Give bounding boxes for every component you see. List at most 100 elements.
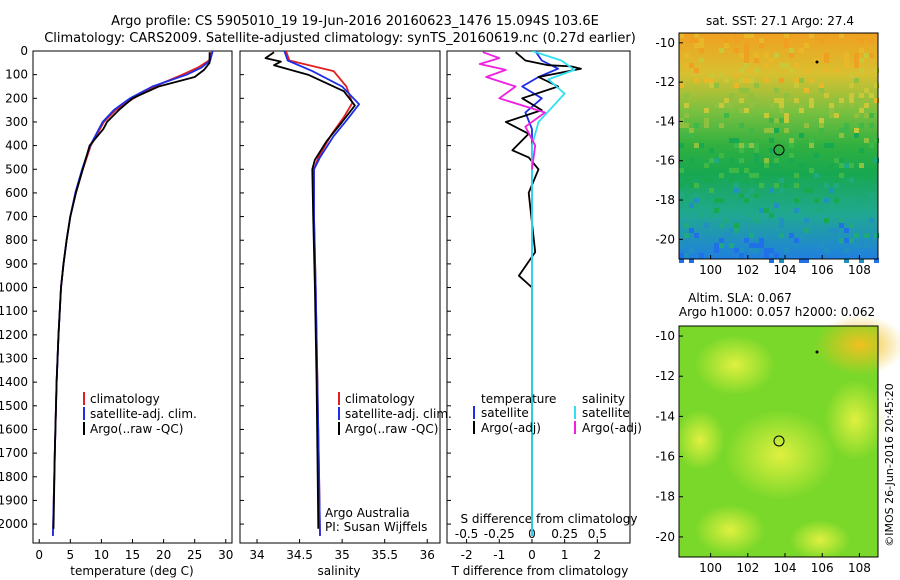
sst-pixel xyxy=(689,33,694,38)
sst-pixel xyxy=(744,43,749,48)
sst-pixel xyxy=(859,103,864,108)
sst-pixel xyxy=(754,193,759,198)
sst-pixel xyxy=(854,128,859,133)
sst-pixel xyxy=(794,238,799,243)
sst-pixel xyxy=(804,228,809,233)
sst-pixel xyxy=(689,183,694,188)
sst-pixel xyxy=(709,158,714,163)
sst-pixel xyxy=(729,93,734,98)
sst-pixel xyxy=(739,248,744,253)
sst-pixel xyxy=(684,253,689,258)
sst-pixel xyxy=(699,48,704,53)
series-line-argo-raw-qc- xyxy=(52,52,211,529)
sst-pixel xyxy=(739,123,744,128)
sst-pixel xyxy=(799,103,804,108)
sst-pixel xyxy=(694,123,699,128)
sst-pixel xyxy=(854,133,859,138)
sst-pixel xyxy=(854,58,859,63)
sst-pixel xyxy=(834,198,839,203)
sst-pixel xyxy=(764,63,769,68)
sst-pixel xyxy=(794,83,799,88)
sst-pixel xyxy=(719,238,724,243)
sst-pixel xyxy=(684,113,689,118)
temperature-lines xyxy=(52,51,214,536)
sst-pixel xyxy=(694,193,699,198)
sst-pixel xyxy=(779,218,784,223)
sst-pixel xyxy=(734,73,739,78)
x-tick-label: 34.5 xyxy=(286,548,313,562)
sst-pixel xyxy=(804,123,809,128)
sst-pixel xyxy=(774,128,779,133)
sst-pixel xyxy=(749,143,754,148)
sst-pixel xyxy=(734,33,739,38)
sst-map-speckle xyxy=(679,33,879,263)
map-y-tick-label: -20 xyxy=(655,232,675,246)
sst-pixel xyxy=(874,233,879,238)
sst-pixel xyxy=(744,238,749,243)
sst-pixel xyxy=(804,43,809,48)
x-tick-label: 0 xyxy=(35,548,43,562)
sst-pixel xyxy=(744,58,749,63)
sst-pixel xyxy=(714,198,719,203)
sst-map-axes: 100 102 104 106 108 -10 -12 -14 -16 -18 -20 xyxy=(655,36,870,277)
sst-pixel xyxy=(759,238,764,243)
depth-tick-label: 700 xyxy=(5,210,28,224)
depth-tick-label: 800 xyxy=(5,233,28,247)
sst-pixel xyxy=(849,178,854,183)
sst-pixel xyxy=(779,258,784,263)
sst-pixel xyxy=(699,253,704,258)
x-tick-label: 25 xyxy=(187,548,202,562)
sst-pixel xyxy=(714,103,719,108)
sst-pixel xyxy=(779,108,784,113)
sst-pixel xyxy=(764,163,769,168)
sst-pixel xyxy=(734,188,739,193)
legend-label-satellite: satellite-adj. clim. xyxy=(345,407,452,421)
sst-pixel xyxy=(854,53,859,58)
x-tick-label: 5 xyxy=(66,548,74,562)
sst-pixel xyxy=(749,78,754,83)
sst-pixel xyxy=(774,88,779,93)
sst-pixel xyxy=(729,228,734,233)
sst-pixel xyxy=(759,43,764,48)
sst-pixel xyxy=(779,63,784,68)
sst-pixel xyxy=(829,108,834,113)
sst-pixel xyxy=(844,238,849,243)
sst-pixel xyxy=(744,33,749,38)
sst-pixel xyxy=(784,33,789,38)
sst-pixel xyxy=(839,158,844,163)
sst-pixel xyxy=(769,188,774,193)
sst-pixel xyxy=(739,68,744,73)
sst-pixel xyxy=(744,63,749,68)
sst-pixel xyxy=(719,243,724,248)
sst-pixel xyxy=(799,78,804,83)
sst-pixel xyxy=(704,163,709,168)
sst-pixel xyxy=(834,178,839,183)
sst-pixel xyxy=(754,143,759,148)
sst-pixel xyxy=(749,198,754,203)
difference-legend: temperature salinity satellite Argo(-adj… xyxy=(473,392,642,435)
sst-pixel xyxy=(714,158,719,163)
sst-pixel xyxy=(779,118,784,123)
sst-pixel xyxy=(749,173,754,178)
sst-pixel xyxy=(764,158,769,163)
sst-pixel xyxy=(844,128,849,133)
sst-pixel xyxy=(779,223,784,228)
sst-pixel xyxy=(694,198,699,203)
sst-pixel xyxy=(779,103,784,108)
imos-timestamp: ©IMOS 26-Jun-2016 20:45:20 xyxy=(883,383,896,547)
sst-pixel xyxy=(789,48,794,53)
sst-pixel xyxy=(779,98,784,103)
depth-tick-label: 1400 xyxy=(0,375,28,389)
x-tick-label: 34 xyxy=(249,548,264,562)
sst-pixel xyxy=(714,243,719,248)
sst-pixel xyxy=(689,203,694,208)
sst-pixel xyxy=(754,68,759,73)
sst-pixel xyxy=(749,248,754,253)
sst-pixel xyxy=(809,103,814,108)
sst-pixel xyxy=(754,178,759,183)
depth-tick-label: 500 xyxy=(5,162,28,176)
sst-pixel xyxy=(874,258,879,263)
sst-pixel xyxy=(724,38,729,43)
sst-pixel xyxy=(794,173,799,178)
sst-pixel xyxy=(864,243,869,248)
